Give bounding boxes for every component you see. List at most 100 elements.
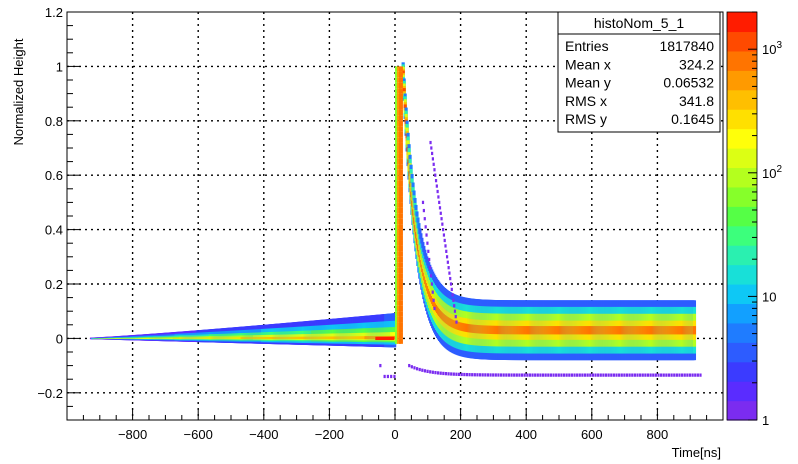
- stats-value: 1817840: [659, 38, 714, 54]
- heatmap-bin: [686, 373, 689, 377]
- heatmap-bin: [457, 372, 461, 376]
- heatmap-bin: [453, 304, 456, 308]
- colorbar-segment: [727, 322, 757, 343]
- heatmap-bin: [604, 373, 608, 377]
- heatmap-bin: [557, 373, 560, 377]
- heatmap-bin: [463, 372, 466, 377]
- colorbar-tick-label: 10: [762, 289, 776, 304]
- heatmap-bin: [652, 373, 655, 377]
- y-tick-label: 0: [56, 331, 63, 346]
- heatmap-bin: [442, 233, 446, 237]
- colorbar-segment: [727, 12, 757, 33]
- colorbar-segment: [727, 400, 757, 421]
- x-axis-label: Time[ns]: [672, 445, 721, 460]
- heatmap-bin: [691, 373, 694, 377]
- heatmap-bin: [398, 109, 403, 116]
- heatmap-bin: [398, 77, 403, 83]
- heatmap-bin: [502, 373, 505, 377]
- heatmap-bin: [454, 315, 457, 319]
- heatmap-bin: [465, 372, 469, 377]
- heatmap-bin: [398, 338, 403, 344]
- colorbar-segment: [727, 225, 757, 246]
- heatmap-bin: [452, 372, 455, 376]
- colorbar-segment: [727, 284, 757, 305]
- colorbar-segment: [727, 381, 757, 402]
- heatmap-bin: [395, 196, 398, 203]
- x-tick-label: 0: [391, 427, 398, 442]
- heatmap-bin: [431, 157, 435, 161]
- heatmap-bin: [390, 374, 393, 379]
- heatmap-bin: [408, 363, 411, 368]
- heatmap-bin: [602, 373, 605, 377]
- heatmap-bin: [398, 142, 403, 148]
- heatmap-bin: [403, 104, 407, 109]
- colorbar-segment: [727, 148, 757, 169]
- heatmap-bin: [395, 158, 398, 165]
- heatmap-bin: [398, 284, 403, 290]
- y-tick-label: 0.4: [45, 223, 63, 238]
- heatmap-bin: [398, 289, 403, 295]
- heatmap-bin: [633, 373, 636, 377]
- heatmap-bin: [395, 300, 398, 306]
- heatmap-bin: [398, 137, 403, 143]
- heatmap-bin: [570, 373, 574, 377]
- heatmap-bin: [398, 196, 403, 203]
- heatmap-bin: [576, 373, 579, 377]
- heatmap-bin: [398, 218, 403, 225]
- heatmap-bin: [589, 373, 592, 377]
- heatmap-cells: [89, 62, 702, 379]
- heatmap-bin: [688, 373, 692, 377]
- heatmap-bin: [398, 294, 403, 301]
- heatmap-bin: [398, 311, 403, 317]
- heatmap-bin: [478, 373, 482, 377]
- heatmap-bin: [449, 276, 452, 281]
- heatmap-bin: [607, 373, 610, 377]
- heatmap-bin: [699, 373, 702, 377]
- heatmap-bin: [573, 373, 576, 377]
- heatmap-bin: [468, 373, 471, 377]
- heatmap-bin: [431, 370, 434, 374]
- heatmap-bin: [618, 373, 621, 377]
- heatmap-bin: [398, 327, 403, 333]
- colorbar-segment: [727, 245, 757, 266]
- y-tick-label: 1.2: [45, 5, 63, 20]
- heatmap-bin: [398, 93, 403, 100]
- heatmap-bin: [424, 225, 427, 229]
- heatmap-bin: [473, 373, 476, 377]
- heatmap-bin: [395, 256, 398, 263]
- heatmap-bin: [395, 332, 398, 339]
- heatmap-bin: [395, 322, 398, 328]
- heatmap-bin: [639, 373, 642, 377]
- heatmap-bin: [445, 249, 448, 253]
- x-tick-label: −600: [184, 427, 213, 442]
- heatmap-bin: [395, 93, 398, 100]
- heatmap-bin: [423, 217, 426, 221]
- heatmap-bin: [683, 373, 686, 377]
- heatmap-bin: [395, 186, 398, 192]
- stats-box: histoNom_5_1 Entries 1817840 Mean x 324.2 Mea…: [557, 11, 721, 133]
- heatmap-bin: [444, 244, 447, 248]
- heatmap-bin: [395, 88, 398, 94]
- heatmap-bin: [423, 369, 427, 373]
- heatmap-bin: [421, 200, 425, 205]
- x-tick-label: 600: [581, 427, 603, 442]
- heatmap-bin: [395, 284, 398, 290]
- colorbar-segment: [727, 206, 757, 227]
- heatmap-bin: [395, 131, 398, 138]
- heatmap-bin: [398, 99, 403, 105]
- heatmap-bin: [395, 338, 398, 344]
- heatmap-bin: [395, 245, 398, 252]
- heatmap-bin: [422, 208, 425, 213]
- heatmap-bin: [489, 373, 492, 377]
- heatmap-bin: [623, 373, 626, 377]
- axes: −800 −600 −400 −200 0 200 400 600 800 −0.2 0 0.2 0.4…: [37, 5, 708, 442]
- heatmap-bin: [398, 88, 403, 94]
- heatmap-bin: [578, 373, 581, 377]
- heatmap-bin: [395, 294, 398, 301]
- heatmap-bin: [644, 373, 647, 377]
- heatmap-bin: [395, 164, 398, 170]
- heatmap-bin: [430, 282, 433, 286]
- stats-box-title: histoNom_5_1: [594, 15, 684, 31]
- heatmap-bin: [681, 373, 684, 377]
- heatmap-bin: [492, 373, 495, 377]
